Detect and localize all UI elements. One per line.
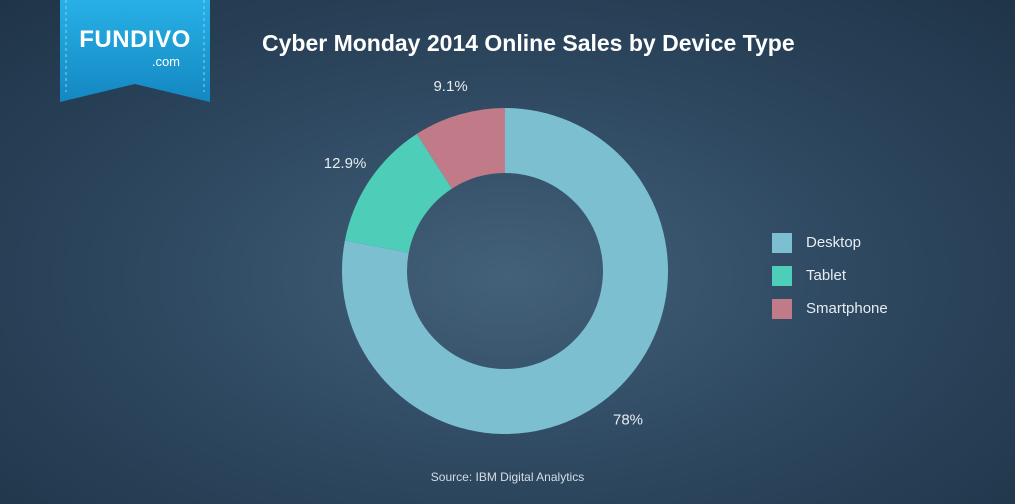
legend-swatch-smartphone	[772, 298, 792, 319]
brand-suffix: .com	[151, 54, 180, 69]
slice-smartphone	[416, 108, 505, 189]
chart-title: Cyber Monday 2014 Online Sales by Device…	[262, 30, 795, 56]
legend-item-smartphone: Smartphone	[772, 292, 888, 325]
legend-label-tablet: Tablet	[806, 267, 847, 284]
slice-desktop	[342, 108, 668, 434]
chart-legend: Desktop Tablet Smartphone	[772, 226, 888, 325]
slice-tablet	[344, 133, 452, 253]
data-label-smartphone: 9.1%	[433, 78, 467, 95]
legend-item-desktop: Desktop	[772, 226, 888, 259]
legend-label-smartphone: Smartphone	[806, 300, 888, 317]
legend-item-tablet: Tablet	[772, 259, 888, 292]
legend-swatch-tablet	[772, 265, 792, 286]
source-note: Source: IBM Digital Analytics	[430, 470, 585, 484]
brand-logo: FUNDIVO .com	[60, 0, 210, 102]
legend-label-desktop: Desktop	[806, 234, 862, 251]
ribbon-shape	[60, 0, 210, 102]
legend-swatch-desktop	[772, 232, 792, 253]
data-label-tablet: 12.9%	[324, 155, 367, 172]
brand-name: FUNDIVO	[79, 26, 191, 53]
data-label-desktop: 78%	[613, 412, 643, 429]
